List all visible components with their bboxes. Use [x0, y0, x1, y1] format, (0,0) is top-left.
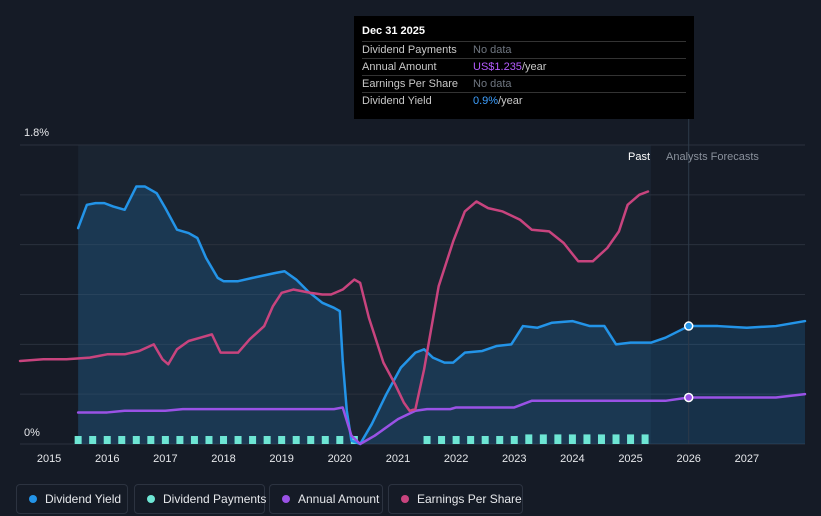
tooltip-value: 0.9%/year — [473, 95, 523, 107]
legend-dot-icon — [147, 495, 155, 503]
dividend-payment-bar — [525, 434, 533, 444]
legend-dot-icon — [282, 495, 290, 503]
tooltip-row-dividend-payments: Dividend Payments No data — [362, 41, 686, 59]
tooltip-value-text: US$1.235 — [473, 61, 522, 73]
tooltip-value: No data — [473, 44, 512, 56]
x-tick-label: 2024 — [560, 453, 584, 465]
dividend-payment-bar — [263, 436, 271, 444]
x-axis: 2015 2016 2017 2018 2019 2020 2021 2022 2023 2024… — [37, 453, 759, 465]
dividend-payment-bar — [118, 436, 126, 444]
dividend-payment-bar — [278, 436, 286, 444]
dividend-payment-bar — [510, 436, 518, 444]
dividend-payment-bar — [103, 436, 111, 444]
tooltip-value-text: 0.9% — [473, 95, 499, 107]
dividend-payment-bar — [627, 434, 635, 444]
legend-annual-amount[interactable]: Annual Amount — [269, 484, 383, 514]
dividend-payment-bar — [467, 436, 475, 444]
dividend-payment-bar — [292, 436, 300, 444]
x-tick-label: 2019 — [269, 453, 293, 465]
x-tick-label: 2023 — [502, 453, 526, 465]
tooltip-panel: Dec 31 2025 Dividend Payments No data An… — [354, 16, 694, 119]
tooltip-value: No data — [473, 78, 512, 90]
line-dividend-yield — [76, 185, 807, 446]
tooltip-row-dividend-yield: Dividend Yield 0.9%/year — [362, 92, 686, 110]
legend-dot-icon — [29, 495, 37, 503]
y-axis-top-label: 1.8% — [24, 127, 49, 139]
tooltip-row-annual-amount: Annual Amount US$1.235/year — [362, 58, 686, 76]
legend-earnings-per-share[interactable]: Earnings Per Share — [388, 484, 523, 514]
x-tick-label: 2027 — [735, 453, 759, 465]
dividend-payment-bar — [176, 436, 184, 444]
dividend-payment-bar — [481, 436, 489, 444]
series-areas — [78, 186, 806, 444]
tooltip-value-text: No data — [473, 78, 512, 90]
dividend-payment-bar — [597, 434, 605, 444]
dividend-payment-bar — [307, 436, 315, 444]
x-tick-label: 2020 — [328, 453, 352, 465]
x-tick-label: 2026 — [676, 453, 700, 465]
tooltip-row-earnings-per-share: Earnings Per Share No data — [362, 75, 686, 93]
marker-annual-amount — [683, 392, 694, 403]
dividend-payment-bar — [438, 436, 446, 444]
tooltip-label: Dividend Yield — [362, 95, 432, 107]
dividend-payment-bar — [74, 436, 82, 444]
dividend-payment-bar — [423, 436, 431, 444]
dividend-payment-bar — [568, 434, 576, 444]
x-tick-label: 2016 — [95, 453, 119, 465]
legend-dot-icon — [401, 495, 409, 503]
tooltip-label: Earnings Per Share — [362, 78, 458, 90]
legend-label: Earnings Per Share — [417, 492, 522, 506]
dividend-payment-bar — [496, 436, 504, 444]
marker-dividend-yield — [683, 321, 694, 331]
dividend-payment-bar — [220, 436, 228, 444]
x-tick-label: 2022 — [444, 453, 468, 465]
area-dividend-yield — [78, 186, 806, 444]
tooltip-unit: /year — [498, 95, 523, 107]
x-tick-label: 2025 — [618, 453, 642, 465]
x-tick-label: 2021 — [386, 453, 410, 465]
dividend-payment-bar — [554, 434, 562, 444]
dividend-payment-bar — [452, 436, 460, 444]
legend-dividend-yield[interactable]: Dividend Yield — [16, 484, 128, 514]
tooltip-markers — [683, 321, 694, 403]
dividend-payment-bar — [336, 436, 344, 444]
dividend-payment-bar — [190, 436, 198, 444]
tooltip-value-text: No data — [473, 44, 512, 56]
dividend-payment-bar — [321, 436, 329, 444]
y-axis-bottom-label: 0% — [24, 427, 40, 439]
dividend-payment-bar — [89, 436, 97, 444]
x-tick-label: 2017 — [153, 453, 177, 465]
legend-dividend-payments[interactable]: Dividend Payments — [134, 484, 267, 514]
dividend-payment-bar — [641, 434, 649, 444]
dividend-payment-bar — [161, 436, 169, 444]
dividend-payment-bar — [249, 436, 257, 444]
tooltip-value: US$1.235/year — [473, 61, 546, 73]
dividend-payment-bar — [612, 434, 620, 444]
dividend-payment-bar — [539, 434, 547, 444]
tooltip-label: Annual Amount — [362, 61, 437, 73]
legend-label: Dividend Yield — [45, 492, 122, 506]
past-label: Past — [628, 151, 650, 163]
x-tick-label: 2018 — [211, 453, 235, 465]
tooltip-label: Dividend Payments — [362, 44, 457, 56]
x-tick-label: 2015 — [37, 453, 61, 465]
legend-label: Dividend Payments — [163, 492, 267, 506]
dividend-payment-bar — [132, 436, 140, 444]
tooltip-date: Dec 31 2025 — [362, 25, 425, 37]
dividend-payment-bar — [205, 436, 213, 444]
dividend-payment-bar — [147, 436, 155, 444]
tooltip-unit: /year — [521, 61, 547, 73]
dividend-payment-bar — [583, 434, 591, 444]
forecast-label: Analysts Forecasts — [666, 151, 759, 163]
line-earnings-per-share — [18, 190, 650, 413]
legend-label: Annual Amount — [298, 492, 380, 506]
dividend-payment-bar — [234, 436, 242, 444]
